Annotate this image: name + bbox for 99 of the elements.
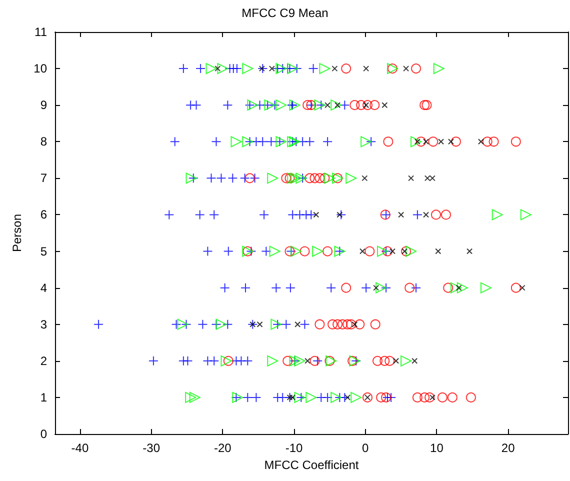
x-tick-label: 10: [430, 441, 444, 455]
point: [438, 138, 444, 145]
point: [264, 100, 276, 111]
point: [290, 394, 296, 400]
point: [336, 212, 343, 218]
point: [363, 66, 370, 72]
point: [267, 355, 278, 366]
point: [423, 212, 430, 218]
y-tick-label: 7: [40, 171, 48, 186]
point: [408, 175, 414, 182]
point: [258, 66, 265, 72]
point: [520, 209, 532, 220]
point: [398, 212, 404, 218]
point: [294, 321, 301, 328]
point: [450, 282, 462, 294]
point: [289, 100, 300, 111]
y-tick-label: 6: [40, 208, 48, 222]
x-tick-label: -20: [214, 441, 232, 455]
point: [269, 246, 280, 257]
point: [376, 282, 387, 294]
point: [332, 66, 338, 72]
chart-title: MFCC C9 Mean: [242, 6, 328, 20]
point: [376, 246, 388, 257]
point: [330, 100, 342, 111]
point: [306, 392, 317, 403]
point: [294, 355, 306, 366]
point: [267, 172, 278, 184]
y-tick-label: 3: [40, 317, 48, 332]
point: [344, 394, 351, 400]
point: [230, 136, 242, 148]
point: [456, 282, 468, 294]
point: [519, 284, 526, 291]
point: [242, 136, 254, 148]
point: [478, 138, 484, 145]
point: [216, 318, 227, 330]
point: [319, 63, 330, 74]
y-tick-label: 9: [40, 98, 48, 112]
point: [217, 63, 228, 74]
point: [448, 138, 454, 145]
point: [435, 248, 442, 254]
point: [206, 63, 217, 74]
point: [330, 392, 342, 403]
y-axis-title: Person: [10, 214, 24, 252]
y-tick-label: 4: [40, 280, 48, 295]
point: [382, 102, 388, 108]
point: [177, 318, 188, 330]
point: [433, 63, 444, 74]
point: [360, 248, 366, 254]
y-tick-label: 11: [34, 25, 48, 39]
point: [242, 63, 254, 74]
y-tick-label: 8: [40, 134, 48, 149]
point: [185, 392, 196, 403]
x-tick-label: -40: [71, 441, 89, 455]
point: [373, 284, 380, 291]
point: [304, 358, 311, 364]
point: [276, 100, 287, 111]
x-tick-label: -30: [142, 441, 160, 455]
point: [290, 172, 302, 184]
point: [324, 102, 331, 108]
point: [312, 246, 324, 257]
point: [268, 66, 275, 72]
point: [256, 321, 263, 328]
point: [360, 136, 372, 148]
x-tick-label: 0: [362, 441, 370, 455]
point: [290, 246, 302, 257]
point: [186, 172, 197, 184]
point: [400, 355, 412, 366]
point: [480, 282, 492, 294]
point: [403, 66, 410, 72]
point: [412, 358, 418, 364]
point: [287, 63, 298, 74]
point: [362, 175, 368, 182]
y-tick-label: 2: [40, 354, 48, 368]
y-tick-label: 10: [34, 62, 48, 76]
y-tick-label: 1: [40, 390, 48, 404]
point: [220, 355, 232, 366]
x-tick-label: 20: [501, 441, 516, 455]
point: [393, 358, 400, 364]
y-tick-label: 0: [40, 427, 48, 441]
point: [214, 66, 221, 72]
point: [466, 248, 473, 254]
y-tick-label: 5: [40, 244, 48, 258]
point: [346, 172, 357, 184]
point: [406, 246, 417, 257]
point: [189, 392, 200, 403]
point: [410, 136, 422, 148]
x-axis-title: MFCC Coefficient: [264, 458, 360, 472]
point: [429, 175, 436, 182]
point: [423, 138, 430, 145]
point: [350, 392, 362, 403]
point: [313, 212, 320, 218]
point: [492, 209, 503, 220]
point: [324, 172, 336, 184]
point: [287, 172, 298, 184]
point: [389, 248, 396, 254]
point: [247, 100, 258, 111]
point: [352, 321, 358, 328]
x-tick-label: -10: [285, 441, 304, 455]
point: [424, 175, 430, 182]
